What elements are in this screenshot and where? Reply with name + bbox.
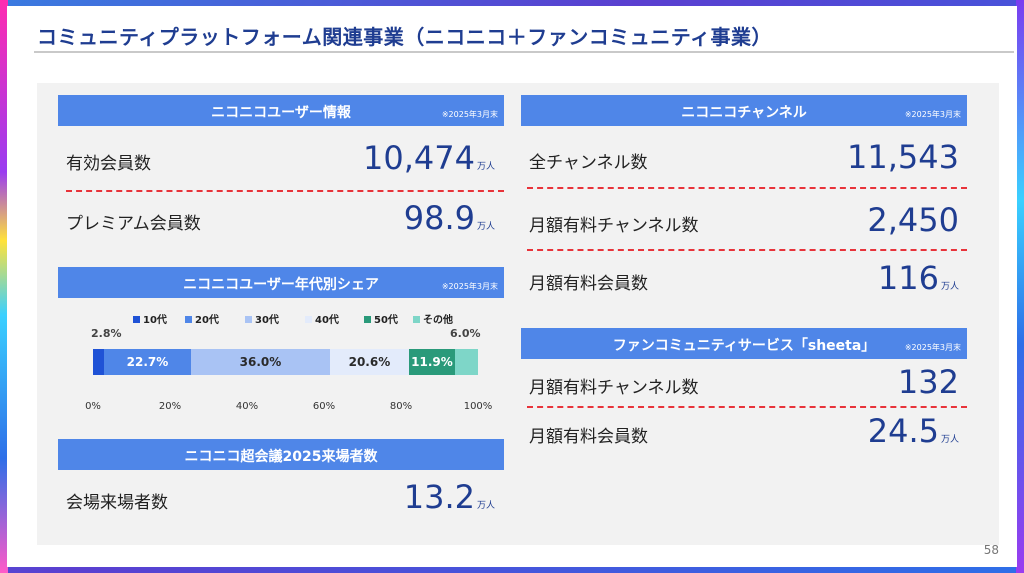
- x-tick-label: 80%: [389, 401, 413, 412]
- data-label: 11.9%: [411, 355, 453, 369]
- divider-dashed: [527, 249, 967, 251]
- divider-dashed: [527, 187, 967, 189]
- age-share-header: ニコニコユーザー年代別シェア ※2025年3月末: [58, 267, 504, 298]
- user-info-note: ※2025年3月末: [441, 110, 498, 119]
- legend-label: 50代: [374, 315, 398, 326]
- x-tick-label: 0%: [85, 401, 101, 412]
- bar-segment-5: [454, 349, 478, 375]
- chokaigi-title: ニコニコ超会議2025来場者数: [184, 449, 378, 465]
- paid-channels-label: 月額有料チャンネル数: [529, 216, 699, 236]
- page-number: 58: [983, 543, 999, 557]
- x-tick-label: 60%: [312, 401, 336, 412]
- data-label-outer: 2.8%: [91, 327, 122, 340]
- age-share-chart: 10代 2.8% 20代 22.7% 30代 36.0% 40代 20.6% 50代 11.9% そ…: [37, 83, 537, 423]
- legend-item-2: 30代: [245, 311, 279, 326]
- user-info-title: ニコニコユーザー情報: [211, 105, 351, 121]
- legend-item-1: 20代: [185, 311, 219, 326]
- chokaigi-header: ニコニコ超会議2025来場者数: [58, 439, 504, 470]
- data-label: 36.0%: [239, 355, 282, 369]
- channel-header: ニコニコチャンネル ※2025年3月末: [521, 95, 967, 126]
- data-label: 20.6%: [348, 355, 391, 369]
- active-members-value: 10,474 万人: [363, 139, 495, 177]
- data-label: 22.7%: [126, 355, 169, 369]
- divider-dashed: [527, 406, 967, 408]
- sheeta-paid-channels-label: 月額有料チャンネル数: [529, 378, 699, 398]
- sheeta-note: ※2025年3月末: [904, 343, 961, 352]
- slide: コミュニティプラットフォーム関連事業（ニコニコ＋ファンコミュニティ事業） ニコニ…: [7, 6, 1017, 567]
- sheeta-header: ファンコミュニティサービス「sheeta」 ※2025年3月末: [521, 328, 967, 359]
- sheeta-paid-members-label: 月額有料会員数: [529, 427, 648, 447]
- all-channels-label: 全チャンネル数: [529, 153, 648, 173]
- premium-members-label: プレミアム会員数: [66, 214, 201, 234]
- data-label-outer: 6.0%: [450, 327, 481, 340]
- legend-swatch: [413, 316, 420, 323]
- legend-item-3: 40代: [305, 311, 339, 326]
- legend-label: 10代: [143, 315, 167, 326]
- venue-visitors-value: 13.2 万人: [403, 478, 495, 516]
- channel-note: ※2025年3月末: [904, 110, 961, 119]
- legend-label: 30代: [255, 315, 279, 326]
- legend-label: 40代: [315, 315, 339, 326]
- page-title: コミュニティプラットフォーム関連事業（ニコニコ＋ファンコミュニティ事業）: [37, 25, 772, 49]
- paid-members-label: 月額有料会員数: [529, 274, 648, 294]
- bar-segment-1: [103, 349, 192, 375]
- legend-swatch: [133, 316, 140, 323]
- frame-edge-left: [0, 0, 8, 573]
- legend-label: その他: [423, 315, 453, 326]
- age-share-title: ニコニコユーザー年代別シェア: [183, 277, 379, 293]
- sheeta-paid-channels-value: 132: [897, 363, 959, 401]
- x-tick-label: 40%: [235, 401, 259, 412]
- legend-swatch: [305, 316, 312, 323]
- legend-swatch: [185, 316, 192, 323]
- age-share-note: ※2025年3月末: [441, 282, 498, 291]
- sheeta-title: ファンコミュニティサービス「sheeta」: [612, 338, 876, 354]
- legend-label: 20代: [195, 315, 219, 326]
- bar-segment-2: [191, 349, 330, 375]
- legend-item-4: 50代: [364, 311, 398, 326]
- user-info-header: ニコニコユーザー情報 ※2025年3月末: [58, 95, 504, 126]
- title-divider: [34, 51, 1014, 53]
- paid-channels-value: 2,450: [867, 201, 959, 239]
- all-channels-value: 11,543: [847, 138, 959, 176]
- active-members-label: 有効会員数: [66, 154, 151, 174]
- venue-visitors-label: 会場来場者数: [66, 493, 168, 513]
- legend-swatch: [364, 316, 371, 323]
- bar-segment-4: [409, 349, 455, 375]
- channel-title: ニコニコチャンネル: [681, 105, 807, 121]
- paid-members-value: 116 万人: [877, 259, 959, 297]
- legend-swatch: [245, 316, 252, 323]
- divider-dashed: [66, 190, 504, 192]
- x-tick-label: 100%: [463, 401, 493, 412]
- legend-item-0: 10代: [133, 311, 167, 326]
- bar-segment-0: [93, 349, 104, 375]
- content-panel: ニコニコユーザー情報 ※2025年3月末 有効会員数 10,474 万人 プレミア…: [37, 83, 999, 545]
- sheeta-paid-members-value: 24.5 万人: [867, 412, 959, 450]
- frame-edge-right: [1016, 0, 1024, 573]
- premium-members-value: 98.9 万人: [403, 199, 495, 237]
- bar-segment-3: [329, 349, 410, 375]
- legend-item-5: その他: [413, 311, 453, 326]
- x-tick-label: 20%: [158, 401, 182, 412]
